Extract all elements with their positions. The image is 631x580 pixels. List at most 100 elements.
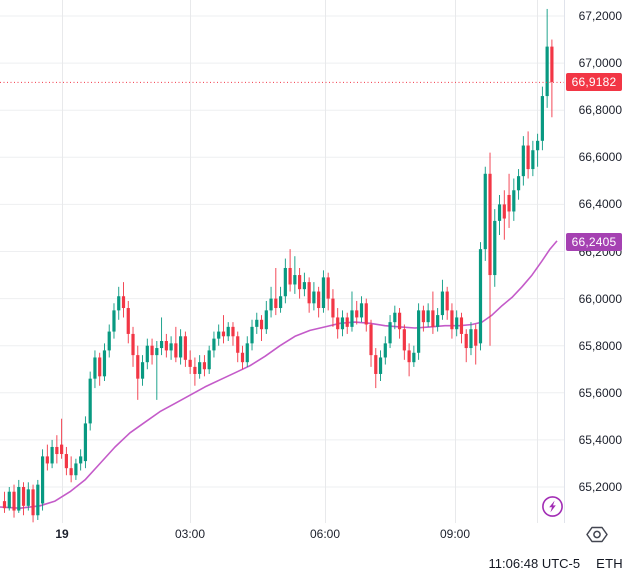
candle-body: [126, 308, 130, 334]
candle-body: [250, 326, 254, 344]
candle-body: [183, 336, 187, 360]
clock-timezone: UTC-5: [541, 555, 581, 571]
price-tick-label: 67,2000: [578, 9, 622, 23]
price-axis[interactable]: 67,2000 67,0000 66,8000 66,6000 66,4000 66,20…: [565, 0, 631, 523]
candle-body: [336, 317, 340, 330]
ma-value-badge: 66,2405: [566, 233, 622, 251]
candle-body: [478, 249, 483, 344]
candle-body: [188, 359, 192, 367]
lightning-icon[interactable]: [541, 495, 564, 518]
candle-body: [464, 333, 468, 349]
candle-body: [417, 310, 421, 353]
candle-body: [531, 150, 535, 170]
candle-body: [350, 310, 354, 327]
candle-body: [507, 194, 511, 212]
candle-body: [226, 326, 230, 337]
candle-body: [74, 463, 78, 476]
candle-body: [93, 357, 97, 379]
candle-body: [431, 310, 435, 327]
candle-body: [155, 348, 159, 356]
candle-body: [421, 310, 425, 323]
candle-body: [378, 357, 383, 374]
candlestick-canvas: [0, 0, 565, 523]
time-axis[interactable]: 19 03:00 06:00 09:00: [0, 523, 631, 547]
candle-body: [426, 310, 430, 323]
candle-body: [259, 319, 264, 330]
candle-body: [17, 487, 21, 511]
candle-body: [2, 501, 7, 509]
candle-body: [540, 96, 544, 141]
candle-body: [7, 491, 11, 509]
ma-line: [0, 240, 558, 509]
candle-body: [69, 468, 73, 476]
candle-body: [245, 343, 249, 363]
price-axis-separator: [564, 0, 565, 546]
price-tick-label: 65,4000: [578, 432, 622, 447]
candle-body: [388, 322, 392, 344]
price-tick-label: 65,6000: [578, 385, 622, 400]
candle-body: [117, 296, 121, 311]
candle-body: [145, 345, 149, 363]
price-plot[interactable]: [0, 0, 565, 523]
candle-body: [545, 46, 549, 97]
candle-body: [317, 291, 321, 309]
candle-body: [516, 176, 521, 191]
candle-body: [50, 446, 54, 464]
candle-body: [207, 350, 211, 370]
candle-body: [455, 317, 459, 330]
candle-body: [450, 310, 454, 330]
price-tick-label: 65,8000: [578, 338, 622, 353]
candle-body: [169, 343, 173, 351]
candle-body: [231, 326, 235, 337]
last-price-badge: 66,9182: [566, 73, 622, 91]
candle-body: [283, 267, 287, 297]
candle-body: [340, 317, 345, 330]
candle-body: [102, 350, 107, 377]
candle-body: [112, 310, 116, 332]
candle-body: [526, 145, 530, 170]
candle-body: [312, 291, 316, 304]
candle-body: [331, 298, 335, 318]
price-tick-label: 65,2000: [578, 480, 622, 494]
candle-body: [264, 310, 268, 330]
candle-body: [374, 355, 378, 374]
candle-body: [198, 362, 202, 374]
time-tick-label: 06:00: [309, 527, 341, 541]
candle-body: [12, 491, 16, 511]
candle-body: [217, 331, 221, 339]
candle-body: [240, 352, 245, 363]
time-tick-label: 03:00: [174, 527, 206, 541]
candle-body: [383, 343, 387, 358]
price-tick-label: 67,0000: [578, 56, 622, 71]
candle-body: [393, 312, 397, 323]
candle-body: [497, 204, 502, 221]
candle-body: [364, 303, 368, 325]
time-tick-label: 19: [55, 527, 69, 541]
candle-body: [369, 324, 373, 356]
candle-body: [179, 336, 183, 358]
candle-body: [164, 340, 168, 351]
candle-body: [269, 298, 273, 311]
candle-body: [64, 454, 68, 469]
candle-body: [288, 267, 292, 285]
settings-nut-glyph: [586, 526, 608, 543]
settings-icon[interactable]: [585, 525, 609, 544]
candle-body: [502, 204, 506, 219]
candle-body: [274, 298, 278, 309]
candle-body: [307, 282, 311, 304]
candle-body: [140, 362, 145, 379]
candle-body: [355, 310, 359, 318]
candle-body: [483, 173, 487, 250]
candle-body: [131, 333, 135, 356]
candle-body: [512, 190, 516, 212]
symbol-label[interactable]: ETH: [596, 555, 623, 571]
candle-body: [445, 291, 449, 311]
candle-body: [40, 456, 45, 504]
candle-body: [36, 484, 40, 516]
candle-body: [359, 303, 364, 318]
candle-body: [474, 329, 478, 346]
clock-label[interactable]: 11:06:48 UTC-5: [489, 556, 581, 571]
candle-body: [174, 343, 178, 358]
candle-body: [436, 315, 440, 327]
